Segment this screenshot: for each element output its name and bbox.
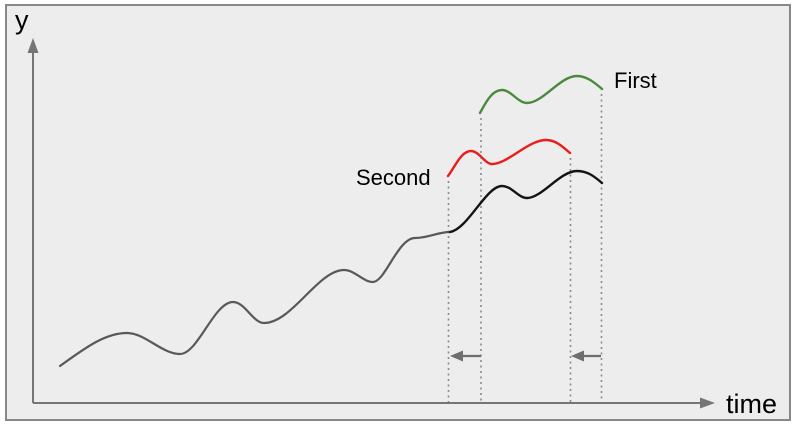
x-axis-label: time	[726, 389, 778, 419]
shift-arrow-left-head	[450, 350, 463, 362]
first-window-curve	[478, 74, 604, 115]
y-axis-arrowhead	[27, 38, 39, 53]
x-axis-arrowhead	[700, 397, 715, 409]
canvas-frame	[5, 4, 791, 421]
first-window-label: First	[614, 68, 657, 93]
y-axis-label: y	[15, 5, 29, 35]
shift-arrow-right-head	[571, 350, 584, 362]
main-series-curve-past	[58, 230, 452, 368]
second-window-curve	[446, 138, 572, 178]
second-window-label: Second	[356, 165, 431, 190]
main-series-curve-recent	[448, 169, 604, 234]
